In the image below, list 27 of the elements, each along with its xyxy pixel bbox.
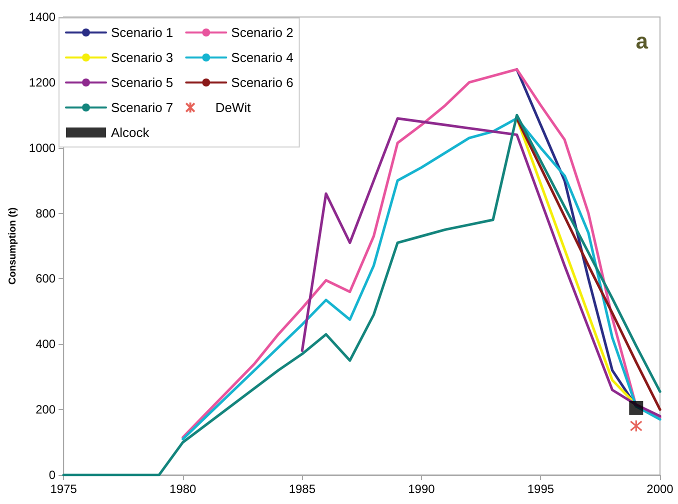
legend-label: DeWit [215,100,252,115]
line-series [300,117,662,418]
y-tick-label: 1200 [28,75,56,90]
x-tick-label: 1990 [408,482,436,496]
y-tick-label: 1000 [28,140,56,155]
x-tick-label: 1985 [288,482,316,496]
legend-label: Scenario 2 [231,25,294,40]
annotation: a [636,28,649,54]
y-tick-label: 600 [36,272,56,286]
legend-label: Scenario 7 [111,100,174,115]
y-tick-label: 0 [48,468,56,482]
legend-label: Scenario 3 [111,50,174,65]
y-tick-label: 200 [36,402,56,417]
y-tick-label: 1400 [28,10,56,24]
legend-label: Alcock [111,125,150,140]
legend-label: Scenario 4 [231,50,294,65]
legend-label: Scenario 5 [111,75,174,90]
y-tick-label: 400 [36,337,56,352]
x-tick-label: 1975 [50,482,78,496]
x-tick-label: 1980 [170,482,197,496]
line-series [516,117,662,411]
y-axis-title: Consumption (t) [8,207,18,285]
x-tick-label: 1995 [527,482,554,496]
y-tick-label: 800 [36,206,56,220]
legend-label: Scenario 1 [111,25,174,40]
x-tick-label: 2000 [646,482,674,496]
legend-label: Scenario 6 [231,75,294,90]
